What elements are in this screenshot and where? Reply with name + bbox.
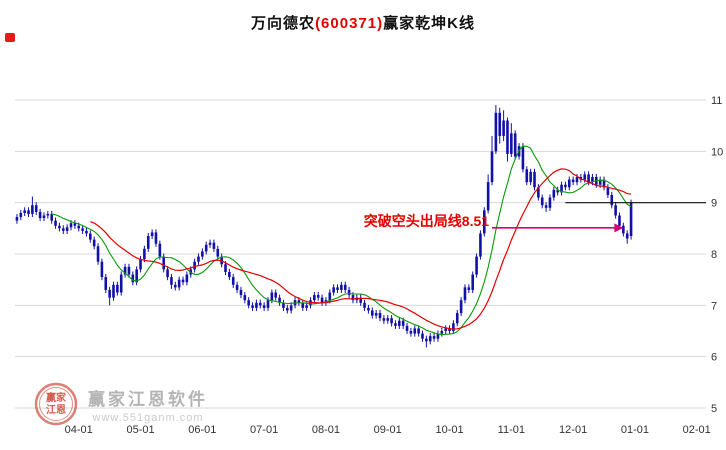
y-axis-label: 7 (711, 300, 717, 312)
y-axis-label: 11 (711, 95, 722, 107)
x-axis-label: 08-01 (312, 424, 340, 436)
x-axis-label: 02-01 (683, 424, 711, 436)
x-axis-label: 04-01 (65, 424, 93, 436)
x-axis-label: 12-01 (559, 424, 587, 436)
watermark-brand: 赢家江恩软件 (88, 389, 208, 409)
candlestick-series (15, 105, 633, 348)
title-stock-name: 万向德农 (251, 15, 316, 32)
gridlines (15, 99, 706, 409)
corner-red-marker (5, 33, 15, 42)
x-axis-label: 07-01 (250, 424, 278, 436)
y-axis-label: 8 (711, 249, 717, 261)
watermark-logo-icon: 赢家 江恩 (34, 382, 78, 426)
y-axis-label: 9 (711, 198, 717, 210)
x-axis-label: 10-01 (435, 424, 463, 436)
x-axis-label: 06-01 (188, 424, 216, 436)
watermark-url: www.551ganm.com (92, 411, 204, 424)
x-axis-label: 11-01 (498, 424, 525, 436)
watermark-logo-text-1: 赢家 (46, 391, 67, 404)
page-title: 万向德农(600371)赢家乾坤K线 (0, 12, 726, 33)
x-axis-label: 01-01 (621, 424, 649, 436)
annotation-arrow (492, 223, 624, 233)
x-axis-labels: 04-01 05-01 06-01 07-01 08-01 09-01 10-01 11-01… (65, 424, 711, 436)
x-axis-label: 05-01 (126, 424, 154, 436)
watermark-logo-text-2: 江恩 (46, 403, 66, 416)
watermark: 赢家 江恩 赢家江恩软件 www.551ganm.com (34, 382, 208, 426)
x-axis-label: 09-01 (374, 424, 402, 436)
ma-fast-line (51, 145, 632, 336)
title-stock-code: (600371) (315, 15, 384, 32)
y-axis-labels: 5 6 7 8 9 10 11 (711, 95, 723, 415)
y-axis-label: 5 (711, 403, 717, 415)
y-axis-label: 6 (711, 352, 717, 364)
annotation-text: 突破空头出局线8.51 (363, 212, 490, 229)
y-axis-label: 10 (711, 146, 723, 158)
ma-slow-line (90, 168, 632, 330)
title-chart-type: 赢家乾坤K线 (383, 15, 475, 32)
